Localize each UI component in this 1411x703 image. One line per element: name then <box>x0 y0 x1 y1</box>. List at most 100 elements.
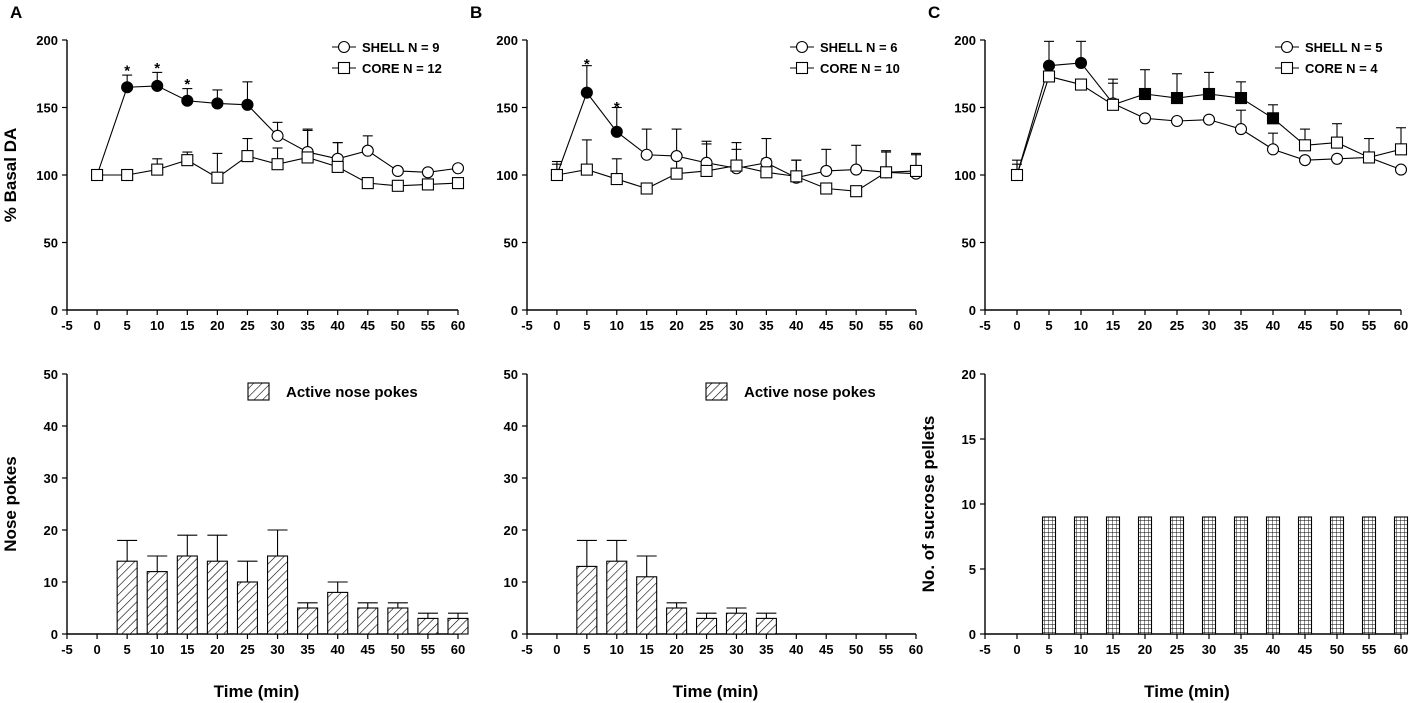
legend-marker-circle <box>795 40 809 54</box>
x-tick-label: 50 <box>1330 642 1344 657</box>
x-tick-label: 45 <box>819 642 833 657</box>
x-tick-label: 5 <box>124 318 131 333</box>
data-point-core <box>790 170 803 183</box>
data-point-shell <box>1138 112 1152 125</box>
bar <box>1361 516 1377 635</box>
x-tick-label: 35 <box>300 318 314 333</box>
data-point-core <box>241 150 254 163</box>
x-tick-label: 0 <box>553 318 560 333</box>
bar <box>1073 516 1089 635</box>
data-point-core <box>550 168 563 182</box>
y-tick-label: 30 <box>44 471 58 486</box>
x-tick-label: 20 <box>669 642 683 657</box>
x-tick-label: 50 <box>391 318 405 333</box>
bar <box>1041 516 1057 635</box>
bar <box>297 607 319 635</box>
x-tick-label: 45 <box>361 642 375 657</box>
x-tick-label: 55 <box>1362 642 1376 657</box>
bar <box>666 607 688 635</box>
legend-label-core: CORE N = 4 <box>1305 61 1378 76</box>
data-point-core <box>151 163 164 176</box>
x-tick-label: 50 <box>849 318 863 333</box>
x-tick-label: 25 <box>699 318 713 333</box>
chart-B-top: -5 0 5 10 15 20 25 30 35 40 45 50 55 60050100150200B*… <box>470 3 923 333</box>
bar <box>236 581 259 635</box>
data-point-shell <box>850 163 863 176</box>
data-point-shell <box>211 97 224 110</box>
x-tick-label: 50 <box>391 642 405 657</box>
bar <box>206 560 228 635</box>
panels: -5 0 5 10 15 20 25 30 35 40 45 50 55 60050100150200A%… <box>1 3 1408 701</box>
data-point-core <box>1042 70 1056 83</box>
data-point-core <box>211 171 224 184</box>
x-tick-label: 5 <box>583 318 590 333</box>
x-axis-title: Time (min) <box>214 682 300 701</box>
data-point-core <box>331 160 344 173</box>
bar <box>266 555 289 635</box>
legend-marker-circle <box>337 40 351 54</box>
y-axis-title: Nose pokes <box>1 456 20 551</box>
y-tick-label: 15 <box>962 432 976 447</box>
y-tick-label: 150 <box>36 101 58 116</box>
data-point-shell <box>1298 154 1312 167</box>
bar <box>725 612 748 635</box>
x-tick-label: 40 <box>330 642 344 657</box>
data-point-shell <box>640 148 653 161</box>
chart-B-bottom: -5 0 5 10 15 20 25 30 35 40 45 50 55 6001020304050Tim… <box>504 367 924 701</box>
y-tick-label: 50 <box>44 236 58 251</box>
data-point-core <box>1170 92 1184 105</box>
x-tick-label: -5 <box>521 318 533 333</box>
bar <box>417 617 439 635</box>
bar <box>146 571 168 635</box>
bar <box>1233 516 1249 635</box>
x-tick-label: 35 <box>759 318 773 333</box>
legend-label: Active nose pokes <box>286 384 418 401</box>
legend-marker-circle <box>1280 40 1294 54</box>
bar <box>357 607 379 635</box>
data-point-core <box>1234 92 1248 105</box>
data-point-shell <box>361 144 374 157</box>
legend-marker-square <box>337 61 351 75</box>
data-point-shell <box>391 164 404 177</box>
data-point-shell <box>1330 152 1344 165</box>
panel-letter: C <box>928 3 940 22</box>
significance-star: * <box>614 99 620 116</box>
bar <box>327 591 349 635</box>
data-point-core <box>850 185 863 198</box>
y-tick-label: 20 <box>962 367 976 382</box>
x-tick-label: 25 <box>1170 318 1184 333</box>
x-tick-label: 55 <box>421 318 435 333</box>
x-tick-label: 15 <box>180 642 194 657</box>
x-tick-label: 0 <box>553 642 560 657</box>
significance-star: * <box>154 60 160 77</box>
bar <box>387 607 409 635</box>
data-point-shell <box>580 86 593 99</box>
data-point-core <box>1330 136 1344 149</box>
y-tick-label: 150 <box>496 101 518 116</box>
y-tick-label: 200 <box>954 33 976 48</box>
data-point-core <box>91 168 104 182</box>
x-tick-label: 35 <box>300 642 314 657</box>
bar <box>176 555 198 635</box>
data-point-shell <box>670 150 683 163</box>
data-point-core <box>1362 151 1376 164</box>
y-tick-label: 0 <box>511 303 518 318</box>
panel-letter: B <box>470 3 482 22</box>
y-tick-label: 0 <box>969 303 976 318</box>
bar <box>1169 516 1185 635</box>
x-tick-label: 0 <box>1013 318 1020 333</box>
y-tick-label: 200 <box>36 33 58 48</box>
bar <box>1105 516 1121 635</box>
y-tick-label: 100 <box>36 168 58 183</box>
data-point-shell <box>421 166 434 179</box>
x-tick-label: 30 <box>1202 318 1216 333</box>
x-tick-label: 60 <box>1394 318 1408 333</box>
x-tick-label: 10 <box>1074 642 1088 657</box>
data-point-core <box>1266 112 1280 125</box>
x-tick-label: 15 <box>639 318 653 333</box>
x-tick-label: 20 <box>1138 642 1152 657</box>
x-tick-label: 40 <box>1266 318 1280 333</box>
data-point-core <box>1074 78 1088 91</box>
data-point-core <box>121 168 134 182</box>
